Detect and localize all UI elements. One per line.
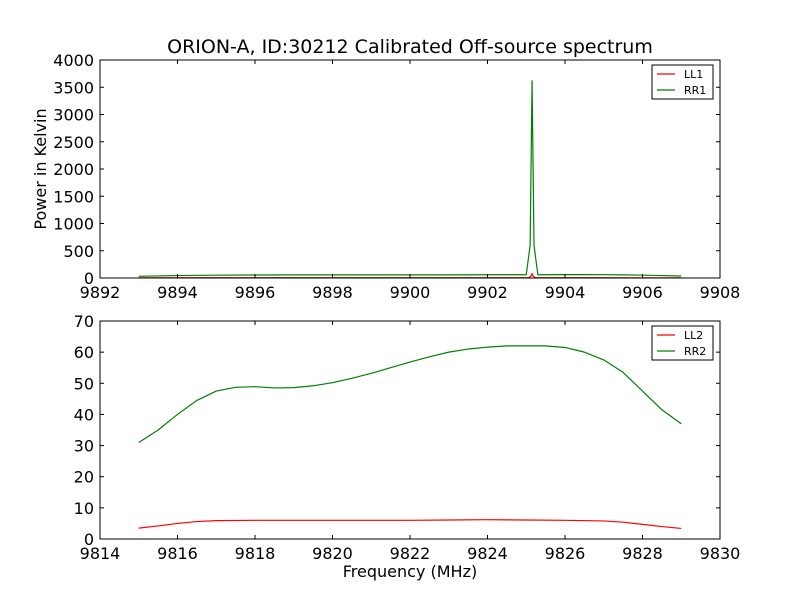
- figure-title: ORION-A, ID:30212 Calibrated Off-source …: [167, 36, 653, 58]
- top-y-tick-label: 1000: [53, 215, 94, 234]
- top-y-tick-label: 500: [63, 242, 94, 261]
- bottom-y-tick-label: 30: [74, 437, 94, 456]
- top-y-tick-label: 2000: [53, 160, 94, 179]
- bottom-x-tick-label: 9820: [312, 544, 353, 563]
- bottom-plot-area: [138, 345, 682, 530]
- top-x-tick-label: 9904: [545, 283, 586, 302]
- series-line-rr1: [138, 80, 682, 277]
- top-y-tick-label: 1500: [53, 187, 94, 206]
- top-subplot: 9892 9894 9896 9898 9900 9902 9904 9906 9908 0 500…: [31, 51, 740, 302]
- series-line-rr2: [138, 345, 682, 443]
- bottom-y-tick-label: 0: [84, 530, 94, 549]
- bottom-y-tick-label: 20: [74, 468, 94, 487]
- legend-label-ll2: LL2: [684, 329, 703, 342]
- bottom-x-tick-label: 9814: [80, 544, 121, 563]
- top-x-tick-label: 9892: [80, 283, 121, 302]
- top-x-tick-label: 9894: [157, 283, 198, 302]
- legend-label-rr1: RR1: [684, 84, 706, 97]
- top-x-tick-label: 9902: [467, 283, 508, 302]
- top-y-tick-label: 0: [84, 269, 94, 288]
- bottom-x-tick-label: 9816: [157, 544, 198, 563]
- bottom-axis-ticks: 9814 9816 9818 9820 9822 9824 9826 9828 9830 0 10 2…: [74, 312, 741, 563]
- bottom-y-tick-label: 70: [74, 312, 94, 331]
- top-x-tick-label: 9900: [390, 283, 431, 302]
- bottom-x-tick-label: 9826: [545, 544, 586, 563]
- bottom-subplot: 9814 9816 9818 9820 9822 9824 9826 9828 9830 0 10 2…: [74, 312, 741, 581]
- top-y-tick-label: 3500: [53, 78, 94, 97]
- top-x-tick-label: 9898: [312, 283, 353, 302]
- top-y-tick-label: 3000: [53, 106, 94, 125]
- bottom-y-tick-label: 50: [74, 374, 94, 393]
- bottom-x-axis-label: Frequency (MHz): [343, 562, 477, 581]
- top-y-tick-label: 4000: [53, 51, 94, 70]
- top-x-tick-label: 9896: [235, 283, 276, 302]
- bottom-x-tick-label: 9828: [622, 544, 663, 563]
- bottom-y-tick-label: 10: [74, 499, 94, 518]
- bottom-x-tick-label: 9830: [700, 544, 741, 563]
- top-x-tick-label: 9908: [700, 283, 741, 302]
- top-y-axis-label: Power in Kelvin: [31, 108, 50, 229]
- legend-label-ll1: LL1: [684, 68, 703, 81]
- top-legend-box: [651, 64, 714, 100]
- top-axis-ticks: 9892 9894 9896 9898 9900 9902 9904 9906 9908 0 500…: [53, 51, 740, 302]
- series-line-ll2: [138, 519, 682, 530]
- top-y-tick-label: 2500: [53, 133, 94, 152]
- bottom-y-tick-label: 60: [74, 343, 94, 362]
- bottom-x-tick-label: 9818: [235, 544, 276, 563]
- bottom-y-tick-label: 40: [74, 405, 94, 424]
- bottom-legend-box: [651, 325, 714, 361]
- bottom-x-tick-label: 9824: [467, 544, 508, 563]
- legend-label-rr2: RR2: [684, 345, 706, 358]
- top-x-tick-label: 9906: [622, 283, 663, 302]
- bottom-x-tick-label: 9822: [390, 544, 431, 563]
